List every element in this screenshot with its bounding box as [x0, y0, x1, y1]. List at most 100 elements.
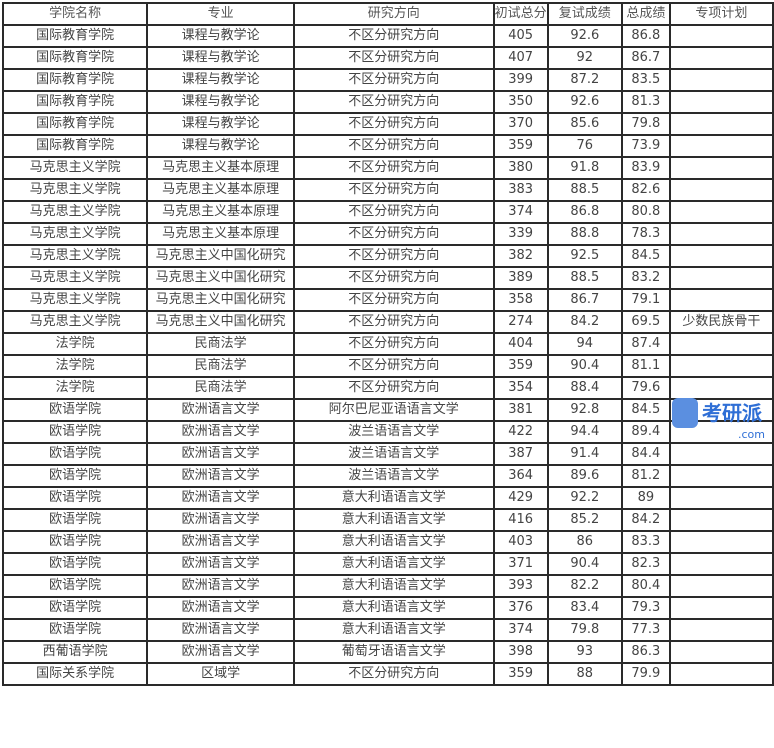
table-row: 法学院 民商法学 不区分研究方向 354 88.4 79.6: [1, 376, 774, 400]
cell-total-score: 81.3: [620, 90, 671, 114]
cell-research-direction: 不区分研究方向: [292, 662, 495, 686]
cell-research-direction: 波兰语语言文学: [292, 442, 495, 466]
cell-retest-score: 92.8: [546, 398, 623, 422]
cell-research-direction: 不区分研究方向: [292, 68, 495, 92]
cell-major: 马克思主义基本原理: [146, 156, 295, 180]
cell-initial-score: 370: [492, 112, 549, 136]
cell-major: 课程与教学论: [146, 112, 295, 136]
cell-major: 欧洲语言文学: [146, 464, 295, 488]
cell-total-score: 89: [620, 486, 671, 510]
cell-research-direction: 意大利语语言文学: [292, 530, 495, 554]
table-row: 欧语学院 欧洲语言文学 意大利语语言文学 371 90.4 82.3: [1, 552, 774, 576]
cell-total-score: 80.8: [620, 200, 671, 224]
cell-college: 欧语学院: [1, 508, 149, 532]
cell-special-plan: [668, 178, 774, 202]
cell-research-direction: 波兰语语言文学: [292, 420, 495, 444]
cell-college: 法学院: [1, 376, 149, 400]
header-initial-score: 初试总分: [492, 2, 549, 26]
cell-special-plan: [668, 90, 774, 114]
cell-total-score: 69.5: [620, 310, 671, 334]
cell-initial-score: 407: [492, 46, 549, 70]
cell-college: 欧语学院: [1, 398, 149, 422]
cell-college: 国际教育学院: [1, 112, 149, 136]
cell-total-score: 79.3: [620, 596, 671, 620]
cell-initial-score: 389: [492, 266, 549, 290]
cell-college: 欧语学院: [1, 464, 149, 488]
cell-major: 欧洲语言文学: [146, 398, 295, 422]
table-row: 马克思主义学院 马克思主义基本原理 不区分研究方向 374 86.8 80.8: [1, 200, 774, 224]
cell-initial-score: 274: [492, 310, 549, 334]
cell-initial-score: 422: [492, 420, 549, 444]
cell-college: 法学院: [1, 354, 149, 378]
cell-special-plan: [668, 464, 774, 488]
header-major: 专业: [146, 2, 295, 26]
cell-total-score: 83.5: [620, 68, 671, 92]
cell-special-plan: [668, 618, 774, 642]
cell-special-plan: [668, 244, 774, 268]
cell-college: 欧语学院: [1, 596, 149, 620]
cell-research-direction: 不区分研究方向: [292, 332, 495, 356]
cell-total-score: 79.9: [620, 662, 671, 686]
cell-total-score: 86.8: [620, 24, 671, 48]
cell-research-direction: 不区分研究方向: [292, 310, 495, 334]
cell-research-direction: 意大利语语言文学: [292, 486, 495, 510]
table-row: 欧语学院 欧洲语言文学 意大利语语言文学 416 85.2 84.2: [1, 508, 774, 532]
cell-college: 欧语学院: [1, 420, 149, 444]
cell-retest-score: 85.6: [546, 112, 623, 136]
table-row: 法学院 民商法学 不区分研究方向 404 94 87.4: [1, 332, 774, 356]
cell-retest-score: 86: [546, 530, 623, 554]
cell-initial-score: 374: [492, 618, 549, 642]
header-retest-score: 复试成绩: [546, 2, 623, 26]
cell-retest-score: 92: [546, 46, 623, 70]
cell-initial-score: 364: [492, 464, 549, 488]
cell-special-plan: [668, 574, 774, 598]
cell-major: 民商法学: [146, 354, 295, 378]
cell-initial-score: 350: [492, 90, 549, 114]
cell-total-score: 82.3: [620, 552, 671, 576]
cell-special-plan: 少数民族骨干: [668, 310, 774, 334]
cell-retest-score: 84.2: [546, 310, 623, 334]
cell-research-direction: 不区分研究方向: [292, 266, 495, 290]
cell-major: 民商法学: [146, 332, 295, 356]
cell-special-plan: [668, 200, 774, 224]
cell-research-direction: 意大利语语言文学: [292, 596, 495, 620]
cell-special-plan: [668, 222, 774, 246]
cell-special-plan: [668, 112, 774, 136]
cell-total-score: 84.5: [620, 398, 671, 422]
cell-research-direction: 意大利语语言文学: [292, 552, 495, 576]
table-row: 欧语学院 欧洲语言文学 意大利语语言文学 393 82.2 80.4: [1, 574, 774, 598]
table-row: 欧语学院 欧洲语言文学 意大利语语言文学 403 86 83.3: [1, 530, 774, 554]
cell-special-plan: [668, 420, 774, 444]
cell-research-direction: 波兰语语言文学: [292, 464, 495, 488]
cell-special-plan: [668, 508, 774, 532]
table-row: 欧语学院 欧洲语言文学 意大利语语言文学 374 79.8 77.3: [1, 618, 774, 642]
table-row: 国际教育学院 课程与教学论 不区分研究方向 407 92 86.7: [1, 46, 774, 70]
cell-initial-score: 359: [492, 662, 549, 686]
cell-college: 欧语学院: [1, 486, 149, 510]
cell-special-plan: [668, 596, 774, 620]
table-row: 国际教育学院 课程与教学论 不区分研究方向 359 76 73.9: [1, 134, 774, 158]
cell-research-direction: 意大利语语言文学: [292, 618, 495, 642]
cell-college: 马克思主义学院: [1, 266, 149, 290]
header-total-score: 总成绩: [620, 2, 671, 26]
cell-retest-score: 92.6: [546, 90, 623, 114]
cell-total-score: 83.9: [620, 156, 671, 180]
cell-special-plan: [668, 354, 774, 378]
cell-initial-score: 358: [492, 288, 549, 312]
table-row: 马克思主义学院 马克思主义中国化研究 不区分研究方向 358 86.7 79.1: [1, 288, 774, 312]
cell-major: 马克思主义基本原理: [146, 178, 295, 202]
cell-initial-score: 374: [492, 200, 549, 224]
cell-special-plan: [668, 376, 774, 400]
cell-retest-score: 90.4: [546, 552, 623, 576]
cell-initial-score: 416: [492, 508, 549, 532]
cell-major: 马克思主义中国化研究: [146, 244, 295, 268]
cell-major: 欧洲语言文学: [146, 508, 295, 532]
cell-initial-score: 359: [492, 354, 549, 378]
cell-research-direction: 不区分研究方向: [292, 134, 495, 158]
cell-major: 欧洲语言文学: [146, 596, 295, 620]
cell-initial-score: 399: [492, 68, 549, 92]
cell-retest-score: 91.4: [546, 442, 623, 466]
cell-college: 国际教育学院: [1, 68, 149, 92]
cell-total-score: 79.6: [620, 376, 671, 400]
cell-initial-score: 371: [492, 552, 549, 576]
